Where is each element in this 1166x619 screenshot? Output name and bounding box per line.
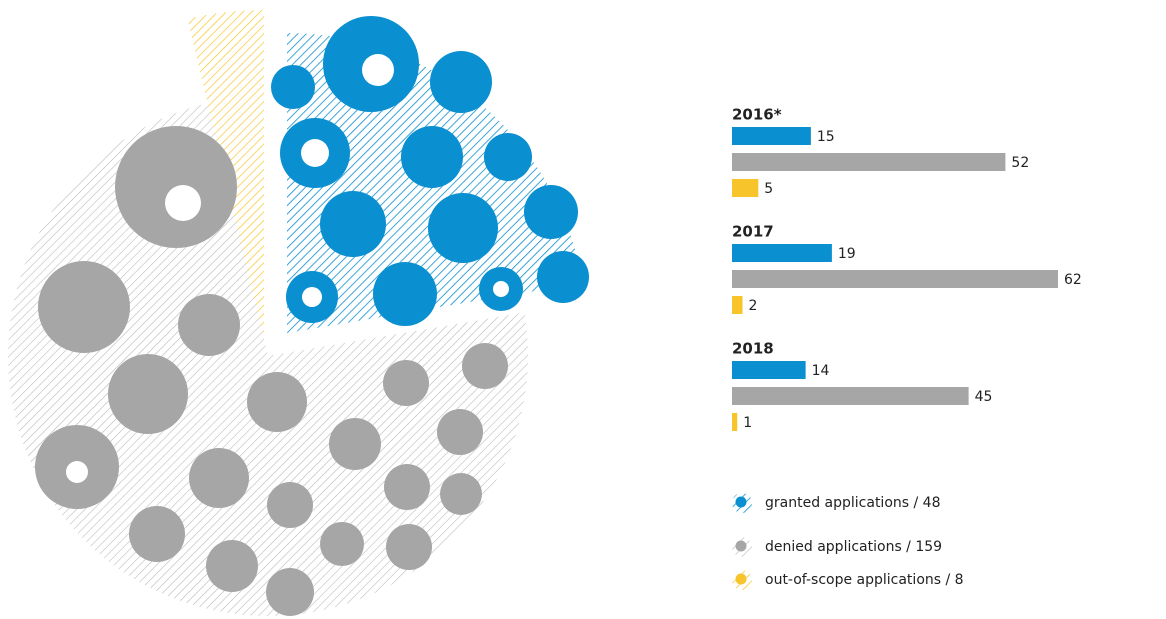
value-label: 62 [1064, 272, 1082, 288]
legend-swatch-core [736, 574, 747, 585]
bar [732, 413, 737, 431]
value-label: 5 [764, 181, 773, 197]
legend-swatch-core [736, 497, 747, 508]
bar [732, 153, 1005, 171]
value-label: 19 [838, 246, 856, 262]
value-label: 1 [743, 415, 752, 431]
bar [732, 296, 743, 314]
legend-label: denied applications / 159 [765, 539, 942, 555]
bar [732, 179, 758, 197]
bar [732, 127, 811, 145]
value-label: 15 [817, 129, 835, 145]
infographic: 2016* 15 52 5 2017 19 62 2 2018 14 45 1 granted appl… [0, 0, 1166, 619]
legend-swatch-core [736, 541, 747, 552]
bar [732, 387, 969, 405]
value-label: 2 [749, 298, 758, 314]
group-label: 2018 [732, 340, 774, 358]
legend-label: granted applications / 48 [765, 495, 941, 511]
legend-label: out-of-scope applications / 8 [765, 572, 964, 588]
group-label: 2017 [732, 223, 774, 241]
value-label: 14 [812, 363, 830, 379]
value-label: 45 [975, 389, 993, 405]
group-label: 2016* [732, 106, 782, 124]
bar [732, 244, 832, 262]
value-label: 52 [1011, 155, 1029, 171]
bar [732, 361, 806, 379]
bar [732, 270, 1058, 288]
